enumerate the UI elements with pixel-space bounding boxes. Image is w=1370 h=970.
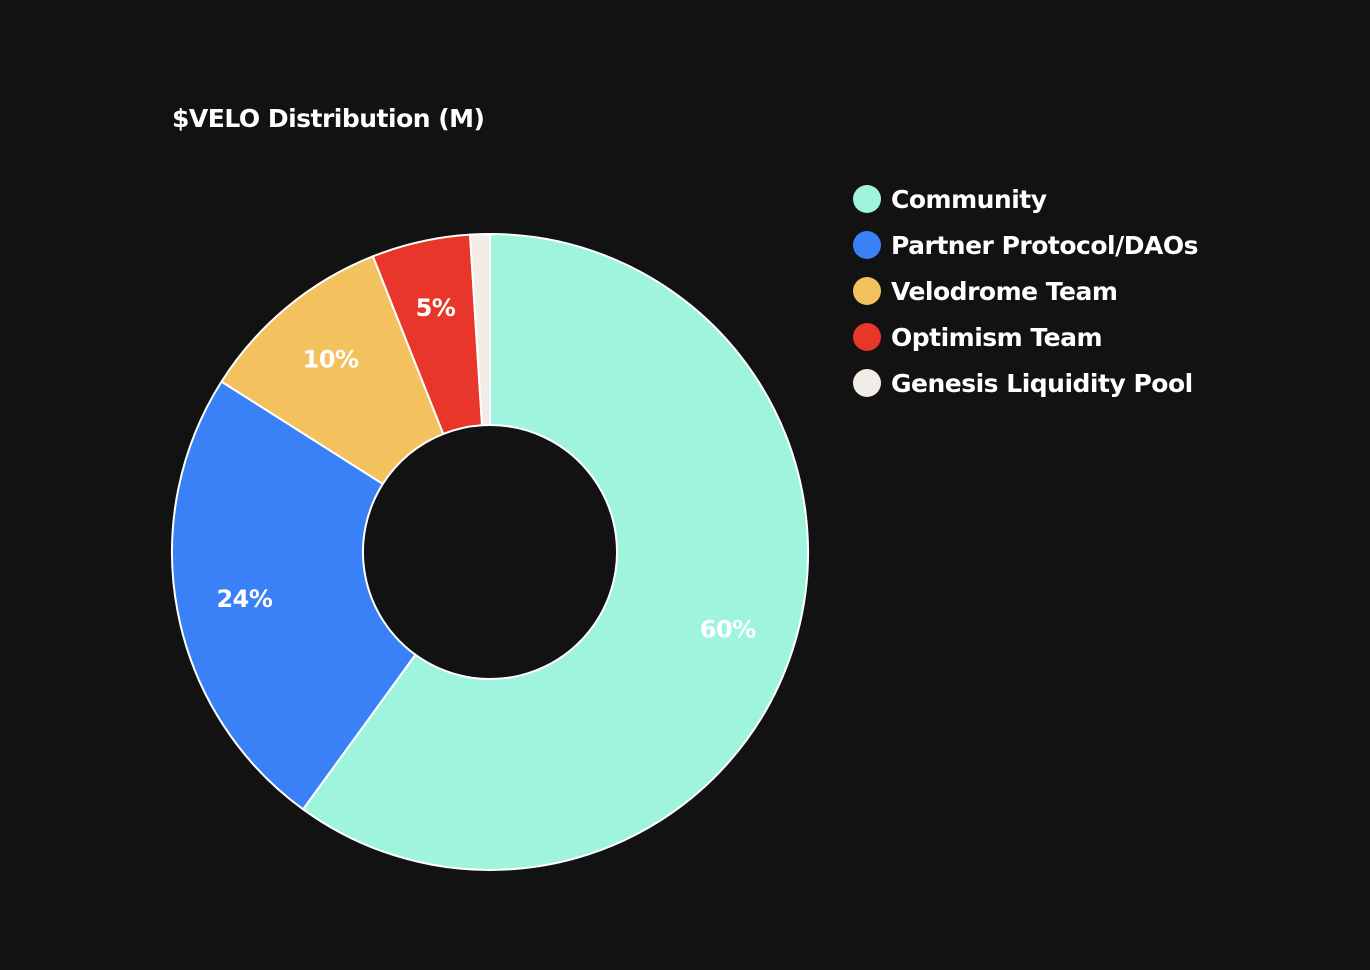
legend-swatch-icon — [853, 323, 881, 351]
legend-label: Community — [891, 184, 1047, 214]
chart-legend: Community Partner Protocol/DAOs Velodrome … — [853, 176, 1198, 406]
data-label-velodrome-team: 10% — [303, 345, 359, 373]
legend-label: Genesis Liquidity Pool — [891, 368, 1193, 398]
legend-swatch-icon — [853, 185, 881, 213]
slice-partner-protocol-daos — [171, 380, 417, 811]
legend-label: Velodrome Team — [891, 276, 1118, 306]
legend-item-partner-protocol-daos[interactable]: Partner Protocol/DAOs — [853, 222, 1198, 268]
legend-swatch-icon — [853, 277, 881, 305]
legend-item-velodrome-team[interactable]: Velodrome Team — [853, 268, 1198, 314]
slice-genesis-liquidity-pool — [469, 233, 491, 427]
slice-velodrome-team — [220, 255, 445, 485]
legend-item-optimism-team[interactable]: Optimism Team — [853, 314, 1198, 360]
legend-swatch-icon — [853, 369, 881, 397]
legend-item-genesis-liquidity-pool[interactable]: Genesis Liquidity Pool — [853, 360, 1198, 406]
data-label-optimism-team: 5% — [416, 294, 456, 322]
legend-item-community[interactable]: Community — [853, 176, 1198, 222]
chart-title: $VELO Distribution (M) — [172, 104, 485, 133]
legend-swatch-icon — [853, 231, 881, 259]
data-label-community: 60% — [700, 615, 756, 643]
legend-label: Optimism Team — [891, 322, 1103, 352]
legend-label: Partner Protocol/DAOs — [891, 230, 1198, 260]
data-label-partner-protocol-daos: 24% — [216, 585, 272, 613]
slice-community — [302, 233, 809, 871]
donut-data-labels: 60% 24% 10% 5% — [216, 294, 756, 643]
donut-slices — [171, 233, 809, 871]
